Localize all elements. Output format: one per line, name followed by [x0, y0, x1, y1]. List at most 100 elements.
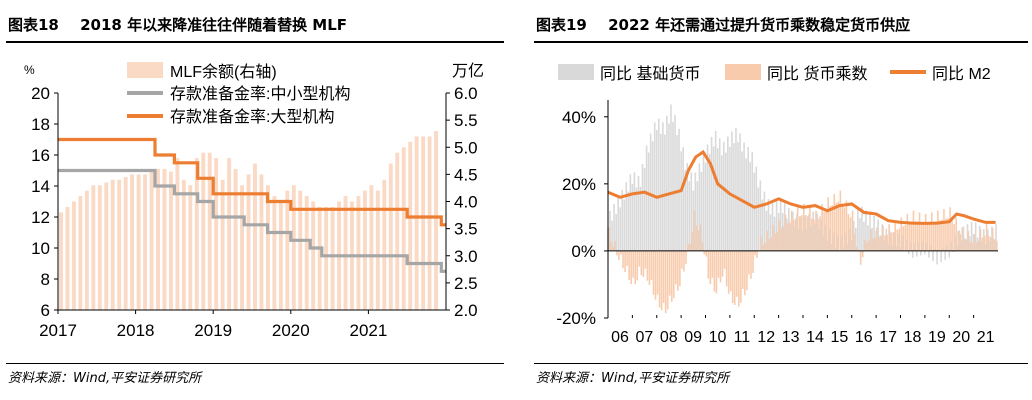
y-right-tick-label: 2.0	[454, 301, 478, 320]
x-tick-label: 15	[830, 329, 848, 346]
y-left-tick-label: 8	[41, 270, 50, 289]
y-right-tick-label: 5.5	[454, 111, 478, 130]
mlf-balance-bar	[356, 196, 361, 310]
x-tick-label: 21	[977, 329, 995, 346]
mlf-balance-bar	[220, 179, 225, 310]
mlf-balance-bar	[233, 168, 238, 310]
legend-label-mult: 同比 货币乘数	[767, 65, 867, 83]
y-right-tick-label: 5.0	[454, 138, 478, 157]
mlf-balance-bar	[136, 174, 141, 310]
left-figure-title: 2018 年以来降准往往伴随着替换 MLF	[80, 16, 348, 34]
y-right-tick-label: 2.5	[454, 274, 478, 293]
mlf-balance-bar	[240, 185, 244, 310]
mlf-balance-bar	[110, 179, 115, 310]
y-left-tick-label: 10	[31, 239, 50, 258]
mlf-balance-bar	[91, 185, 96, 310]
right-source-note: 资料来源：Wind,平安证券研究所	[536, 371, 730, 386]
y-tick-label: -20%	[556, 309, 596, 328]
mlf-balance-bar	[362, 190, 367, 310]
mlf-balance-bar	[304, 196, 309, 310]
mlf-balance-bar	[278, 201, 283, 310]
mlf-balance-bar	[207, 152, 212, 310]
mlf-balance-bar	[97, 185, 102, 310]
mlf-balance-bar	[298, 190, 303, 310]
left-figure-header: 图表18 2018 年以来降准往往伴随着替换 MLF	[8, 12, 508, 38]
x-tick-label: 2018	[117, 321, 155, 340]
left-chart: 6 8 10 12 14 16 18 20 2.0 2.5 3.0 3.5 4.0 4.5 5.0 5.5 6.…	[24, 62, 484, 340]
rrr-small-institutions-line	[58, 168, 446, 273]
mlf-balance-bar	[401, 147, 406, 310]
mlf-balance-bar	[343, 196, 348, 310]
y-right-tick-label: 3.0	[454, 247, 478, 266]
mlf-balance-bar	[143, 174, 148, 310]
right-figure-label: 图表19	[536, 16, 587, 34]
x-tick-label: 18	[904, 329, 922, 346]
rrr-large-institutions-line	[58, 137, 446, 227]
mlf-balance-bar	[181, 179, 186, 310]
mlf-balance-bar	[427, 136, 432, 310]
legend-label-base: 同比 基础货币	[600, 65, 700, 83]
mlf-balance-bar	[285, 190, 290, 310]
mlf-balance-bar	[104, 182, 109, 310]
y-left-tick-label: 20	[31, 84, 50, 103]
legend-swatch-mult	[725, 64, 761, 80]
y-left-tick-label: 16	[31, 146, 50, 165]
legend-label-large: 存款准备金率:大型机构	[170, 108, 334, 126]
mlf-balance-bar	[382, 179, 387, 310]
right-figure-header: 图表19 2022 年还需通过提升货币乘数稳定货币供应	[536, 12, 1032, 38]
x-tick-label: 07	[635, 329, 653, 346]
mlf-balance-bar	[246, 174, 251, 310]
x-tick-label: 2019	[194, 321, 232, 340]
y-left-tick-label: 18	[31, 115, 50, 134]
x-tick-label: 08	[660, 329, 678, 346]
mlf-balance-bar	[330, 206, 335, 310]
x-tick-label: 17	[879, 329, 897, 346]
y-tick-label: 0%	[571, 242, 596, 261]
mlf-balance-bar	[214, 158, 219, 310]
left-figure-label: 图表18	[8, 16, 59, 34]
y-right-tick-label: 4.0	[454, 193, 478, 212]
left-figure: 图表18 2018 年以来降准往往伴随着替换 MLF 6 8 10 12 14 16 18 2…	[0, 0, 508, 400]
mlf-balance-bar	[324, 206, 329, 310]
mlf-balance-bar	[168, 171, 173, 310]
mlf-balance-bar	[123, 177, 128, 310]
mlf-balance-bar	[317, 206, 322, 310]
mlf-balance-bar	[259, 174, 264, 310]
y-left-unit: %	[24, 63, 35, 77]
left-bottom-rule	[6, 363, 504, 364]
m2-growth-line	[607, 149, 996, 225]
mlf-balance-bar	[84, 190, 89, 310]
left-top-rule	[6, 41, 504, 43]
right-top-rule	[534, 41, 1028, 43]
mlf-balance-bar	[369, 185, 374, 310]
right-chart: 40% 20% 0% -20% 06 07 08 09 10 11 12 13 14 15 16 17 18 19…	[556, 64, 998, 346]
y-right-unit: 万亿	[452, 62, 484, 80]
legend-swatch-mlf	[127, 62, 163, 78]
legend-label-small: 存款准备金率:中小型机构	[170, 85, 350, 103]
mlf-balance-bar	[434, 130, 438, 310]
x-tick-label: 11	[734, 329, 751, 346]
mlf-balance-bar	[162, 168, 167, 310]
mlf-balance-bar	[227, 158, 232, 310]
mlf-balance-bar	[272, 196, 277, 310]
mlf-balance-bar	[130, 174, 135, 310]
right-figure-title: 2022 年还需通过提升货币乘数稳定货币供应	[608, 16, 911, 34]
mlf-balance-bar	[414, 136, 419, 310]
y-left-tick-label: 6	[41, 301, 50, 320]
x-tick-label: 13	[782, 329, 800, 346]
x-tick-label: 16	[855, 329, 873, 346]
x-tick-label: 14	[806, 329, 824, 346]
mlf-balance-bar	[421, 136, 426, 310]
left-source-note: 资料来源：Wind,平安证券研究所	[8, 371, 202, 386]
mlf-balance-bar	[291, 185, 296, 310]
mlf-balance-bar	[408, 141, 413, 310]
y-left-tick-label: 12	[31, 208, 50, 227]
y-right-tick-label: 4.5	[454, 165, 478, 184]
right-figure: 图表19 2022 年还需通过提升货币乘数稳定货币供应 40% 20% 0% -20%…	[528, 0, 1032, 400]
x-tick-label: 09	[684, 329, 702, 346]
y-left-tick-label: 14	[31, 177, 50, 196]
x-tick-label: 20	[952, 329, 970, 346]
x-tick-label: 19	[928, 329, 946, 346]
right-bottom-rule	[534, 363, 1028, 364]
x-tick-label: 2021	[349, 321, 387, 340]
